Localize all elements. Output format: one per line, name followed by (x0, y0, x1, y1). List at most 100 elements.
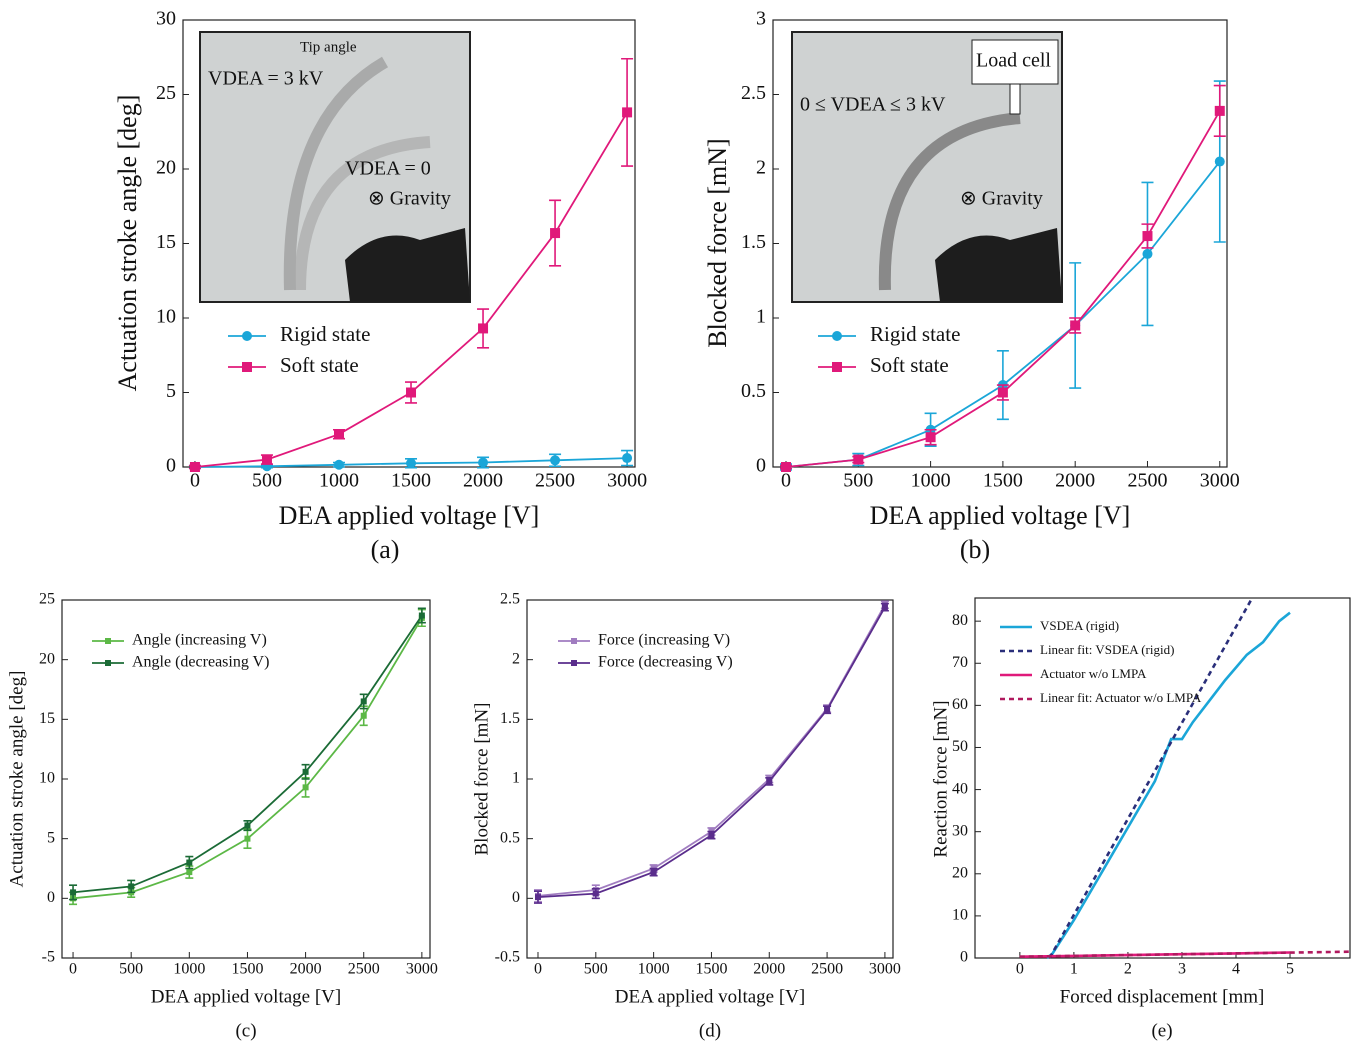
inset-a: Tip angle VDEA = 3 kV VDEA = 0 ⊗ Gravity (199, 31, 471, 303)
annotation: ⊗ Gravity (368, 188, 451, 210)
point (622, 107, 633, 118)
legend-label: Force (decreasing V) (598, 654, 733, 671)
point (1214, 156, 1225, 167)
x-tick-label: 0 (1016, 961, 1024, 978)
legend-marker (832, 331, 842, 341)
y-axis-label: Actuation stroke angle [deg] (113, 95, 142, 392)
y-tick-label: 0 (47, 889, 55, 906)
x-tick-label: 500 (584, 961, 608, 978)
y-tick-label: 3 (756, 8, 766, 30)
point (302, 768, 309, 775)
point (534, 894, 541, 901)
x-tick-label: 3000 (869, 961, 901, 978)
y-tick-label: 0 (512, 889, 520, 906)
x-tick-label: 1 (1070, 961, 1078, 978)
point (708, 832, 715, 839)
x-tick-label: 2000 (1055, 470, 1095, 492)
y-tick-label: 80 (952, 612, 968, 629)
x-tick-label: 1500 (391, 470, 431, 492)
point (333, 429, 344, 440)
caption: (b) (960, 535, 990, 564)
y-tick-label: 1 (512, 770, 520, 787)
y-tick-label: 0 (166, 455, 176, 477)
series-line (1019, 950, 1351, 958)
point (70, 889, 77, 896)
point (333, 459, 344, 470)
y-axis-label: Blocked force [mN] (471, 703, 492, 856)
point (925, 432, 936, 443)
point (186, 859, 193, 866)
legend-marker (571, 638, 577, 644)
x-tick-label: 3000 (1200, 470, 1240, 492)
point (824, 706, 831, 713)
y-axis-label: Actuation stroke angle [deg] (6, 671, 27, 888)
y-tick-label: 25 (39, 591, 55, 608)
point (766, 778, 773, 785)
x-axis-label: DEA applied voltage [V] (151, 986, 341, 1007)
y-tick-label: 2 (512, 650, 520, 667)
legend-marker (832, 362, 842, 372)
point (261, 454, 272, 465)
point (189, 462, 200, 472)
legend-label: Soft state (870, 353, 949, 377)
y-axis-label: Blocked force [mN] (703, 138, 732, 347)
point (406, 458, 417, 469)
point (853, 454, 864, 465)
x-tick-label: 2500 (1127, 470, 1167, 492)
y-tick-label: 5 (47, 829, 55, 846)
point (128, 883, 135, 890)
y-tick-label: 0.5 (741, 380, 766, 402)
y-tick-label: 2.5 (741, 82, 766, 104)
x-tick-label: 0 (190, 470, 200, 492)
caption: (d) (699, 1020, 721, 1041)
x-tick-label: 3 (1178, 961, 1186, 978)
x-tick-label: 2000 (290, 961, 322, 978)
inset-b: Load cell 0 ≤ VDEA ≤ 3 kV ⊗ Gravity (791, 31, 1063, 303)
x-tick-label: 3000 (406, 961, 438, 978)
x-tick-label: 500 (252, 470, 282, 492)
legend-marker (105, 660, 111, 666)
y-tick-label: 20 (156, 157, 176, 179)
legend-label: Angle (decreasing V) (132, 654, 269, 671)
x-tick-label: 5 (1286, 961, 1294, 978)
annotation: ⊗ Gravity (960, 188, 1043, 210)
annotation: Tip angle (300, 39, 357, 55)
point (550, 228, 561, 239)
y-tick-label: 0.5 (500, 829, 520, 846)
x-tick-label: 0 (781, 470, 791, 492)
y-tick-label: 2 (756, 157, 766, 179)
series-line (1048, 597, 1254, 959)
point (186, 869, 193, 876)
point (1214, 105, 1225, 116)
y-tick-label: 50 (952, 738, 968, 755)
caption: (c) (235, 1020, 256, 1041)
x-tick-label: 0 (534, 961, 542, 978)
legend-label: Force (increasing V) (598, 632, 730, 649)
y-tick-label: 10 (156, 306, 176, 328)
y-tick-label: 2.5 (500, 591, 520, 608)
plot-frame (974, 597, 1351, 959)
y-tick-label: 20 (39, 650, 55, 667)
caption: (e) (1151, 1020, 1172, 1041)
point (592, 890, 599, 897)
y-tick-label: 25 (156, 82, 176, 104)
x-tick-label: 1000 (638, 961, 670, 978)
y-tick-label: 10 (39, 770, 55, 787)
legend-label: VSDEA (rigid) (1040, 618, 1119, 633)
y-tick-label: 30 (952, 822, 968, 839)
annotation: VDEA = 0 (345, 158, 431, 180)
point (244, 835, 251, 842)
legend-label: Linear fit: VSDEA (rigid) (1040, 642, 1174, 657)
point (997, 387, 1008, 398)
legend-label: Soft state (280, 353, 359, 377)
point (478, 323, 489, 334)
y-tick-label: 20 (952, 864, 968, 881)
y-tick-label: -0.5 (495, 949, 520, 966)
y-axis-label: Reaction force [mN] (930, 700, 951, 857)
x-tick-label: 500 (843, 470, 873, 492)
series-line (537, 606, 886, 898)
y-tick-label: 40 (952, 780, 968, 797)
caption: (a) (371, 535, 400, 564)
